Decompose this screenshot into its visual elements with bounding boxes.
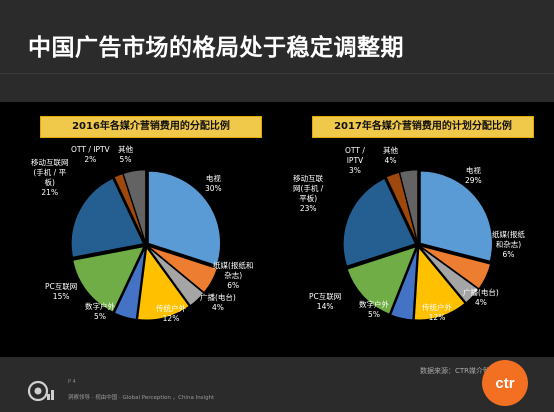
- pie-slice-4: [390, 247, 418, 321]
- label-print-name-1: 纸媒(报纸: [492, 230, 525, 239]
- label-radio-value: 4%: [211, 303, 224, 312]
- label-outdoor: 传统户外 12%: [422, 303, 452, 323]
- label-other-value: 5%: [119, 155, 132, 164]
- ctr-small-logo-icon: [27, 380, 54, 402]
- label-pc-value: 14%: [316, 302, 334, 311]
- label-radio: 广播(电台) 4%: [200, 293, 236, 313]
- label-digital-value: 5%: [94, 312, 106, 321]
- label-radio-name: 广播(电台): [463, 288, 499, 297]
- pie-slice-3: [137, 246, 190, 321]
- label-tv: 电视 29%: [465, 166, 482, 186]
- pie-slice-8: [122, 169, 146, 243]
- pie-chart-2017: [342, 169, 493, 321]
- label-ott-value: 2%: [84, 155, 97, 164]
- pie-slice-7: [113, 173, 146, 243]
- label-tv-name: 电视: [205, 174, 221, 183]
- label-digital-name: 数字户外: [359, 300, 389, 309]
- label-mobile-name-3: 平板): [299, 194, 318, 203]
- label-pc: PC互联网 14%: [309, 292, 341, 312]
- label-mobile-name-3: 板): [44, 178, 55, 187]
- title-divider: [0, 73, 554, 74]
- label-print-value: 6%: [502, 250, 515, 259]
- pie-slice-2: [419, 246, 479, 304]
- label-outdoor-value: 12%: [162, 314, 180, 323]
- chart-2016: 2016年各媒介营销费用的分配比例 电视 30% 纸媒(报纸和 杂志) 6% 广…: [15, 102, 275, 357]
- chart-title: 2016年各媒介营销费用的分配比例: [40, 116, 262, 138]
- label-digital: 数字户外 5%: [85, 302, 115, 322]
- brand-logo-text: ctr: [495, 375, 514, 392]
- label-ott: OTT / IPTV 2%: [71, 145, 110, 165]
- label-mobile: 移动互联 网(手机 / 平板) 23%: [293, 174, 323, 214]
- pie-slice-2: [147, 246, 205, 306]
- label-print: 纸媒(报纸和 杂志) 6%: [213, 261, 253, 291]
- pie-slice-1: [420, 245, 491, 290]
- pie-slice-1: [148, 246, 218, 293]
- data-source-note: 数据来源：CTR媒介智讯: [420, 367, 498, 375]
- label-tv-value: 29%: [465, 176, 482, 185]
- label-mobile-value: 21%: [41, 188, 59, 197]
- chart-panel: 2016年各媒介营销费用的分配比例 电视 30% 纸媒(报纸和 杂志) 6% 广…: [0, 102, 554, 357]
- label-print-name-1: 纸媒(报纸和: [213, 261, 254, 270]
- label-digital-value: 5%: [368, 310, 380, 319]
- slide-title: 中国广告市场的格局处于稳定调整期: [28, 35, 404, 61]
- label-print-name-2: 杂志): [224, 271, 243, 280]
- pie-slice-6: [70, 177, 144, 258]
- label-mobile-name-1: 移动互联: [293, 174, 324, 183]
- label-ott-name: OTT / IPTV: [71, 145, 110, 154]
- label-print: 纸媒(报纸 和杂志) 6%: [492, 230, 525, 260]
- label-ott-name-2: IPTV: [346, 156, 364, 165]
- label-tv-name: 电视: [465, 166, 481, 175]
- page-number: P 4: [68, 379, 76, 385]
- label-pc-name: PC互联网: [309, 292, 342, 301]
- label-radio: 广播(电台) 4%: [463, 288, 499, 308]
- label-ott-value: 3%: [348, 166, 361, 175]
- label-other-name: 其他: [383, 146, 398, 155]
- ctr-brand-logo: ctr: [482, 360, 528, 406]
- label-ott: OTT / IPTV 3%: [345, 146, 365, 176]
- label-other-name: 其他: [118, 145, 133, 154]
- label-mobile-name-2: (手机 / 平: [33, 168, 67, 177]
- pie-slice-7: [385, 171, 418, 243]
- label-tv-value: 30%: [205, 184, 222, 193]
- label-mobile: 移动互联网 (手机 / 平 板) 21%: [31, 158, 69, 198]
- pie-slice-0: [148, 170, 221, 266]
- label-tv: 电视 30%: [205, 174, 222, 194]
- label-print-value: 6%: [227, 281, 240, 290]
- pie-slice-5: [346, 246, 417, 315]
- label-pc-value: 15%: [52, 292, 70, 301]
- pie-chart-2016: [70, 169, 221, 321]
- pie-slice-3: [413, 246, 466, 321]
- pie-slice-4: [113, 247, 146, 320]
- label-outdoor: 传统户外 12%: [156, 304, 186, 324]
- label-other: 其他 4%: [383, 146, 398, 166]
- pie-slice-6: [342, 178, 416, 267]
- label-outdoor-name: 传统户外: [156, 304, 186, 313]
- label-mobile-value: 23%: [299, 204, 317, 213]
- chart-2017: 2017年各媒介营销费用的计划分配比例 电视 29% 纸媒(报纸 和杂志) 6%…: [287, 102, 547, 357]
- footer-tagline: 洞察领导 · 视由中国 · Global Perception ，China I…: [68, 395, 215, 401]
- label-outdoor-value: 12%: [428, 313, 446, 322]
- label-ott-name-1: OTT /: [345, 146, 365, 155]
- label-pc-name: PC互联网: [45, 282, 78, 291]
- label-mobile-name-2: 网(手机 /: [293, 184, 324, 193]
- label-digital: 数字户外 5%: [359, 300, 389, 320]
- label-other: 其他 5%: [118, 145, 133, 165]
- label-mobile-name-1: 移动互联网: [31, 158, 69, 167]
- label-radio-value: 4%: [474, 298, 487, 307]
- chart-title: 2017年各媒介营销费用的计划分配比例: [312, 116, 534, 138]
- label-pc: PC互联网 15%: [45, 282, 77, 302]
- pie-slice-0: [419, 170, 493, 262]
- label-print-name-2: 和杂志): [495, 240, 522, 249]
- label-digital-name: 数字户外: [85, 302, 115, 311]
- label-outdoor-name: 传统户外: [422, 303, 452, 312]
- label-other-value: 4%: [384, 156, 397, 165]
- label-radio-name: 广播(电台): [200, 293, 236, 302]
- pie-slice-8: [399, 169, 419, 243]
- pie-slice-5: [72, 246, 145, 313]
